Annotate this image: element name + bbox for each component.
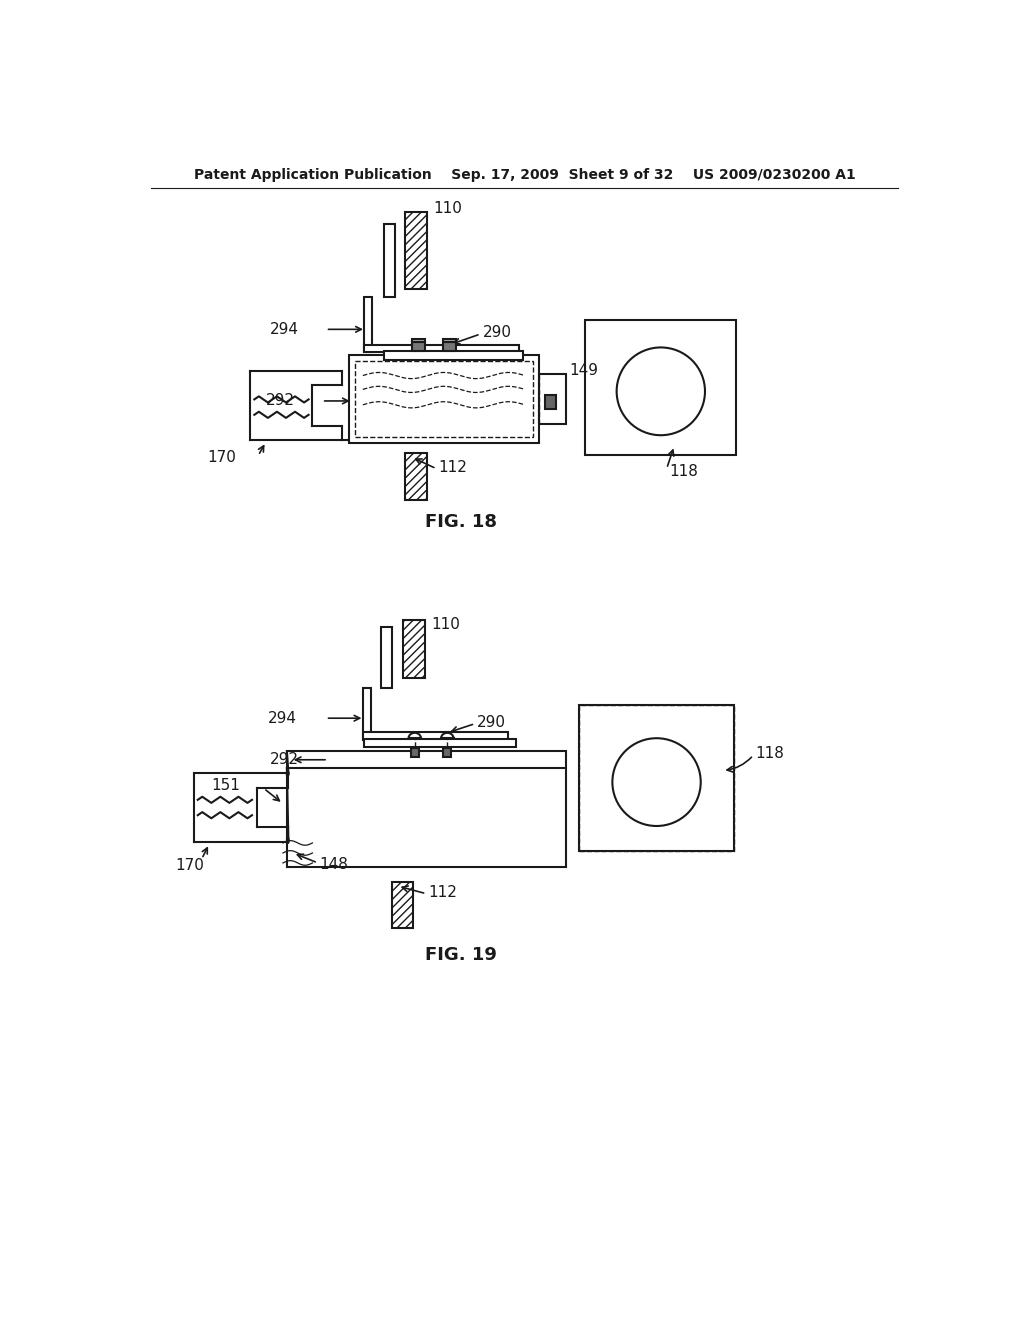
Bar	[381, 627, 392, 688]
Text: 110: 110	[433, 201, 462, 216]
Bar	[384, 224, 394, 297]
Bar	[365, 345, 519, 352]
Text: 118: 118	[669, 465, 697, 479]
Text: 110: 110	[431, 616, 460, 632]
Bar	[384, 351, 523, 360]
Text: FIG. 19: FIG. 19	[425, 946, 498, 965]
Text: 149: 149	[569, 363, 599, 378]
Bar	[413, 342, 425, 351]
Bar	[391, 882, 414, 928]
Bar	[443, 342, 456, 351]
Bar	[586, 321, 736, 455]
Bar	[287, 751, 566, 768]
Text: 290: 290	[477, 714, 506, 730]
Text: 151: 151	[212, 779, 241, 793]
Bar	[365, 297, 372, 352]
Bar	[413, 339, 425, 342]
Circle shape	[612, 738, 700, 826]
Bar	[406, 213, 427, 289]
Text: 294: 294	[269, 322, 299, 337]
Text: 294: 294	[268, 710, 297, 726]
Text: 170: 170	[175, 858, 205, 873]
Circle shape	[616, 347, 705, 436]
Bar	[362, 688, 371, 739]
Bar	[579, 705, 734, 851]
Bar	[365, 739, 515, 747]
Text: 118: 118	[756, 746, 784, 762]
Text: 112: 112	[438, 459, 468, 475]
Text: 292: 292	[269, 752, 299, 767]
Bar	[443, 748, 452, 758]
Bar	[362, 733, 508, 739]
Bar	[411, 748, 419, 758]
Bar	[579, 705, 734, 851]
Bar	[403, 620, 425, 678]
Text: 170: 170	[208, 450, 237, 465]
Bar	[355, 360, 532, 437]
Text: Patent Application Publication    Sep. 17, 2009  Sheet 9 of 32    US 2009/023020: Patent Application Publication Sep. 17, …	[194, 169, 856, 182]
Bar	[349, 355, 539, 444]
Text: 112: 112	[429, 884, 458, 900]
Text: 290: 290	[483, 325, 512, 341]
Text: 148: 148	[319, 857, 348, 873]
Bar	[406, 453, 427, 499]
Text: FIG. 18: FIG. 18	[425, 513, 498, 531]
Bar	[539, 374, 566, 424]
Text: 292: 292	[265, 393, 295, 408]
Bar	[545, 395, 556, 409]
Bar	[443, 339, 456, 342]
